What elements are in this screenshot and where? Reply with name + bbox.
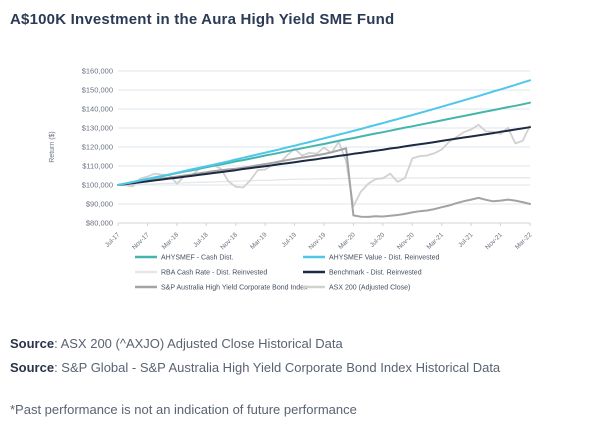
chart-container: $80,000 $90,000 $100,000 $110,000 $120,000 $1… bbox=[40, 58, 560, 308]
series-lines bbox=[117, 79, 531, 218]
y-tick-label: $120,000 bbox=[82, 143, 113, 152]
legend-item: Benchmark - Dist. Reinvested bbox=[303, 270, 422, 277]
legend-label: RBA Cash Rate - Dist. Reinvested bbox=[161, 270, 267, 277]
source-text: : S&P Global - S&P Australia High Yield … bbox=[54, 360, 501, 375]
source-line-sp: Source: S&P Global - S&P Australia High … bbox=[10, 360, 500, 375]
investment-chart: $80,000 $90,000 $100,000 $110,000 $120,000 $1… bbox=[49, 67, 534, 292]
series-line-2 bbox=[117, 177, 531, 186]
x-tick-label: Jul-21 bbox=[457, 231, 475, 249]
series-line-4 bbox=[117, 147, 531, 218]
x-tick-label: Nov-19 bbox=[308, 231, 328, 251]
y-tick-label: $100,000 bbox=[82, 181, 113, 190]
x-axis-tick-labels: Jul-17 Nov-17 Mar-18 Jul-18 Nov-18 Mar-19 Jul-… bbox=[104, 223, 534, 251]
source-text: : ASX 200 (^AXJO) Adjusted Close Histori… bbox=[54, 336, 343, 351]
x-tick-label: Mar-21 bbox=[426, 231, 446, 251]
x-tick-label: Mar-20 bbox=[337, 231, 357, 251]
legend-item: AHYSMEF - Cash Dist. bbox=[135, 255, 233, 262]
legend-item: AHYSMEF Value - Dist. Reinvested bbox=[303, 255, 439, 262]
series-line-1 bbox=[117, 79, 531, 186]
x-tick-label: Mar-22 bbox=[514, 231, 534, 251]
x-tick-label: Jul-17 bbox=[104, 231, 122, 249]
y-tick-label: $110,000 bbox=[82, 162, 113, 171]
source-label: Source bbox=[10, 360, 55, 375]
x-tick-label: Nov-17 bbox=[131, 231, 151, 251]
legend-label: AHYSMEF - Cash Dist. bbox=[161, 255, 233, 262]
y-axis-title: Return ($) bbox=[49, 131, 56, 163]
legend-label: Benchmark - Dist. Reinvested bbox=[329, 270, 422, 277]
chart-legend: AHYSMEF - Cash Dist. AHYSMEF Value - Dist… bbox=[135, 255, 439, 292]
x-tick-label: Jul-19 bbox=[281, 231, 299, 249]
legend-label: AHYSMEF Value - Dist. Reinvested bbox=[329, 255, 439, 262]
y-tick-label: $130,000 bbox=[82, 124, 113, 133]
past-performance-disclaimer: *Past performance is not an indication o… bbox=[10, 402, 357, 417]
series-line-3 bbox=[117, 126, 531, 186]
x-tick-label: Mar-19 bbox=[249, 231, 269, 251]
x-tick-label: Jul-18 bbox=[192, 231, 210, 249]
legend-item: S&P Australia High Yield Corporate Bond … bbox=[135, 285, 308, 292]
y-tick-label: $150,000 bbox=[82, 86, 113, 95]
y-axis-tick-labels: $80,000 $90,000 $100,000 $110,000 $120,000 $1… bbox=[82, 67, 113, 228]
y-tick-label: $90,000 bbox=[86, 200, 113, 209]
legend-label: S&P Australia High Yield Corporate Bond … bbox=[161, 285, 308, 292]
source-label: Source bbox=[10, 336, 55, 351]
page-title: A$100K Investment in the Aura High Yield… bbox=[10, 11, 395, 28]
x-tick-label: Nov-21 bbox=[484, 231, 504, 251]
y-tick-label: $80,000 bbox=[86, 219, 113, 228]
legend-item: ASX 200 (Adjusted Close) bbox=[303, 285, 410, 292]
x-tick-label: Nov-20 bbox=[396, 231, 416, 251]
y-tick-label: $160,000 bbox=[82, 67, 113, 76]
x-tick-label: Mar-18 bbox=[161, 231, 181, 251]
legend-label: ASX 200 (Adjusted Close) bbox=[329, 285, 410, 292]
legend-item: RBA Cash Rate - Dist. Reinvested bbox=[135, 270, 267, 277]
x-tick-label: Jul-20 bbox=[369, 231, 387, 249]
source-line-asx: Source: ASX 200 (^AXJO) Adjusted Close H… bbox=[10, 336, 343, 351]
y-tick-label: $140,000 bbox=[82, 105, 113, 114]
x-tick-label: Nov-18 bbox=[219, 231, 239, 251]
